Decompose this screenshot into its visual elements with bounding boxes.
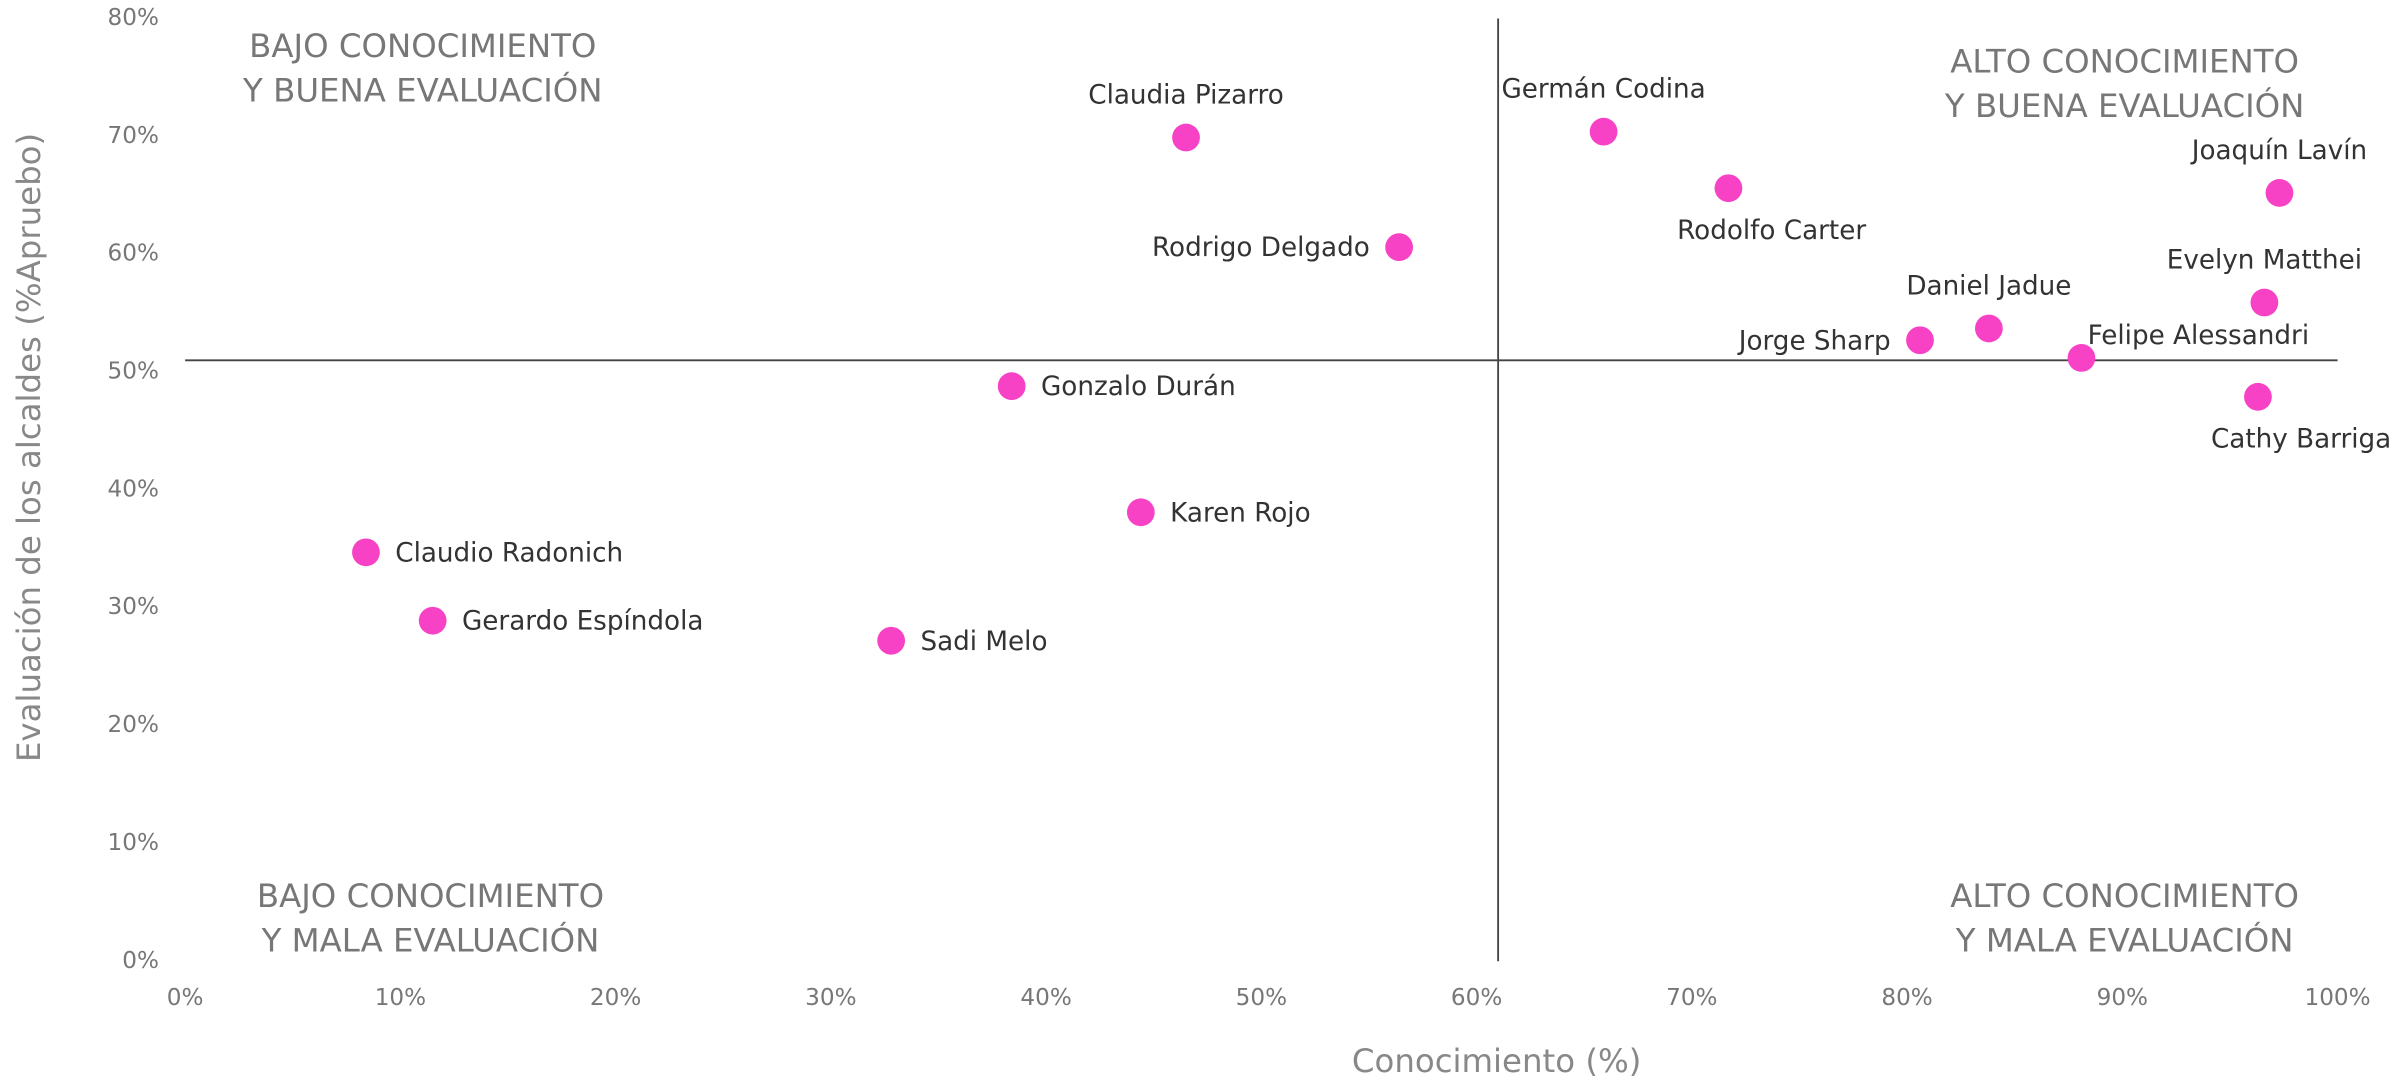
x-axis-title: Conocimiento (%) — [1352, 1042, 1641, 1077]
point-label: Karen Rojo — [1170, 498, 1311, 528]
point — [352, 538, 380, 567]
x-tick-label: 80% — [1881, 985, 1932, 1011]
point — [2244, 382, 2272, 411]
point — [1906, 326, 1934, 355]
quadrant-label: Y BUENA EVALUACIÓN — [1944, 86, 2305, 125]
point-label: Rodrigo Delgado — [1152, 233, 1370, 263]
point-label: Gerardo Espíndola — [462, 607, 703, 637]
point — [2250, 288, 2279, 317]
x-tick-label: 40% — [1020, 985, 1071, 1011]
point — [1126, 498, 1155, 527]
quadrant-label: ALTO CONOCIMIENTO — [1950, 877, 2299, 915]
point-label: Cathy Barriga — [2211, 425, 2391, 455]
y-tick-label: 40% — [108, 476, 159, 502]
point-label: Gonzalo Durán — [1041, 372, 1236, 402]
y-tick-label: 10% — [108, 830, 159, 856]
x-tick-label: 60% — [1451, 985, 1502, 1011]
point — [2265, 179, 2294, 207]
point-label: Rodolfo Carter — [1677, 216, 1866, 246]
x-tick-label: 10% — [375, 985, 426, 1011]
point — [1589, 117, 1618, 146]
point — [2067, 344, 2096, 372]
quadrant-label: BAJO CONOCIMIENTO — [249, 27, 596, 65]
point — [997, 372, 1026, 401]
point — [1172, 123, 1200, 152]
point-label: Claudia Pizarro — [1088, 80, 1284, 110]
quadrant-label: Y BUENA EVALUACIÓN — [242, 71, 603, 110]
x-tick-label: 50% — [1236, 985, 1287, 1011]
y-tick-label: 0% — [122, 948, 159, 974]
quadrant-label: ALTO CONOCIMIENTO — [1950, 42, 2299, 80]
y-tick-label: 30% — [108, 594, 159, 620]
point — [418, 606, 447, 635]
y-tick-label: 70% — [108, 123, 159, 149]
quadrant-label: BAJO CONOCIMIENTO — [257, 877, 604, 915]
point — [877, 626, 906, 655]
y-tick-label: 60% — [108, 241, 159, 267]
point-label: Evelyn Matthei — [2167, 245, 2362, 275]
y-axis-title: Evaluación de los alcaldes (%Apruebo) — [10, 133, 48, 762]
x-tick-label: 0% — [167, 985, 204, 1011]
point-label: Joaquín Lavín — [2190, 136, 2367, 166]
point — [1974, 314, 2003, 343]
x-tick-label: 30% — [805, 985, 856, 1011]
point-label: Germán Codina — [1501, 74, 1705, 104]
quadrant-label: Y MALA EVALUACIÓN — [1955, 921, 2294, 960]
y-tick-label: 20% — [108, 712, 159, 738]
x-tick-label: 70% — [1666, 985, 1717, 1011]
y-tick-label: 80% — [108, 5, 159, 31]
x-tick-label: 100% — [2305, 985, 2371, 1011]
y-tick-label: 50% — [108, 359, 159, 385]
point-label: Felipe Alessandri — [2088, 321, 2310, 351]
point-label: Daniel Jadue — [1906, 271, 2071, 301]
point-label: Jorge Sharp — [1737, 326, 1891, 356]
x-tick-label: 20% — [590, 985, 641, 1011]
point-label: Claudio Radonich — [395, 538, 623, 568]
x-tick-label: 90% — [2097, 985, 2148, 1011]
point-label: Sadi Melo — [920, 627, 1047, 657]
point — [1714, 174, 1743, 203]
point — [1385, 233, 1414, 262]
quadrant-label: Y MALA EVALUACIÓN — [261, 921, 600, 960]
